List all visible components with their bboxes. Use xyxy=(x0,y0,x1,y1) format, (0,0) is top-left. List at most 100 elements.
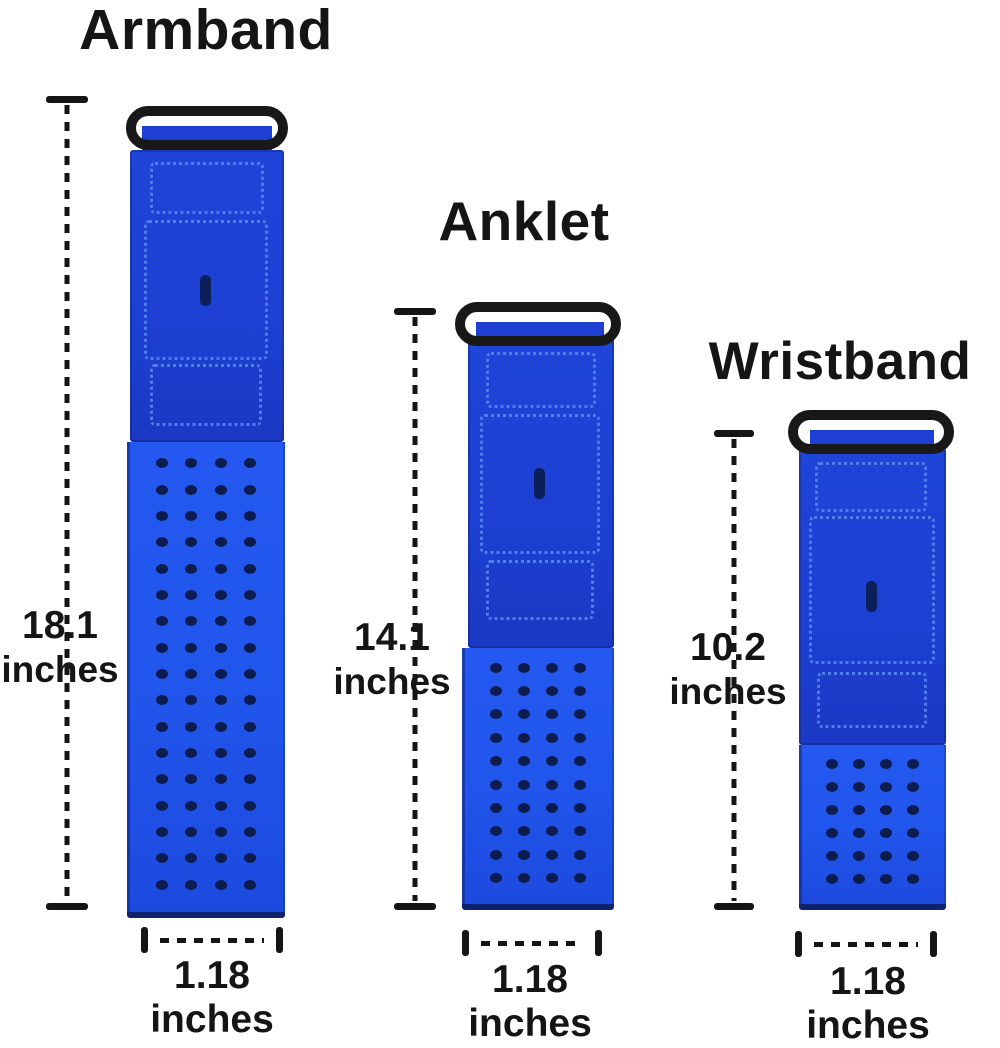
perforation-hole xyxy=(244,537,257,548)
perforation-hole xyxy=(244,827,257,838)
stitch-patch-main xyxy=(809,516,935,664)
perforation-hole xyxy=(155,721,168,732)
perforation-hole xyxy=(185,695,198,706)
perforation-hole xyxy=(214,458,227,469)
perforation-hole xyxy=(185,774,198,785)
perforation-hole xyxy=(574,686,586,697)
perforation-hole xyxy=(244,695,257,706)
perforation-hole xyxy=(853,827,866,838)
stitch-patch-bottom xyxy=(817,672,927,728)
stitch-patch-top xyxy=(815,462,927,512)
perforation-hole xyxy=(518,779,530,790)
perforation-hole xyxy=(185,748,198,759)
perforation-hole xyxy=(574,756,586,767)
length-value: 14.1 xyxy=(354,616,430,659)
length-unit: inches xyxy=(669,670,787,712)
perforation-hole xyxy=(214,484,227,495)
perforation-hole xyxy=(853,805,866,816)
perforation-hole xyxy=(155,827,168,838)
buckle-slot xyxy=(866,581,877,612)
perforation-hole xyxy=(518,803,530,814)
buckle-ring-icon xyxy=(126,106,288,150)
perforation-hole xyxy=(879,759,892,770)
perforation-hole xyxy=(155,589,168,600)
product-dimension-diagram: Armband 18.1 inches xyxy=(0,1,971,1047)
perforation-hole xyxy=(244,484,257,495)
perforation-hole xyxy=(244,616,257,627)
wristband-width-measure xyxy=(795,931,937,957)
perforation-hole xyxy=(185,563,198,574)
perforation-hole xyxy=(155,510,168,521)
measure-left-cap xyxy=(462,930,469,956)
perforation-hole xyxy=(546,756,558,767)
perforation-hole xyxy=(906,805,919,816)
strap-perforated-section xyxy=(462,648,614,910)
perforation-hole xyxy=(853,759,866,770)
perforation-hole xyxy=(244,510,257,521)
perforation-hole xyxy=(490,662,502,673)
perforation-hole xyxy=(574,732,586,743)
perforation-hole xyxy=(518,826,530,837)
perforation-hole xyxy=(185,800,198,811)
perforation-hole xyxy=(574,849,586,860)
perforation-hole xyxy=(518,709,530,720)
perforation-hole xyxy=(185,827,198,838)
stitch-patch-main xyxy=(480,414,600,554)
perforation-hole xyxy=(546,826,558,837)
measure-top-cap xyxy=(714,430,754,437)
perforation-hole xyxy=(546,803,558,814)
perforation-hole xyxy=(490,756,502,767)
perforation-hole xyxy=(214,668,227,679)
perforation-hole xyxy=(518,732,530,743)
measure-bottom-cap xyxy=(394,903,436,910)
perforation-hole xyxy=(185,589,198,600)
perforation-hole xyxy=(214,616,227,627)
perforation-hole xyxy=(155,458,168,469)
perforation-hole xyxy=(879,827,892,838)
perforation-hole xyxy=(244,748,257,759)
strap-perforated-section xyxy=(127,442,285,918)
perforation-hole xyxy=(185,458,198,469)
length-value: 18.1 xyxy=(22,604,98,647)
perforation-hole xyxy=(826,850,839,861)
buckle-slot xyxy=(200,275,211,306)
perforation-hole xyxy=(518,756,530,767)
measure-vertical-dashed-line xyxy=(64,105,70,901)
perforation-hole xyxy=(155,642,168,653)
perforation-hole xyxy=(853,873,866,884)
perforation-hole xyxy=(490,826,502,837)
perforation-hole xyxy=(574,826,586,837)
perforation-hole xyxy=(155,616,168,627)
perforation-hole xyxy=(853,782,866,793)
strap-velcro-section xyxy=(799,448,946,745)
perforation-hole xyxy=(490,873,502,884)
perforation-hole xyxy=(244,800,257,811)
perforation-hole xyxy=(185,721,198,732)
armband-length-label: 18.1 inches xyxy=(0,604,120,691)
perforation-hole xyxy=(244,589,257,600)
perforation-hole xyxy=(879,805,892,816)
stitch-patch-bottom xyxy=(150,364,262,426)
perforation-hole xyxy=(155,879,168,890)
perforation-hole xyxy=(906,827,919,838)
perforation-hole xyxy=(490,686,502,697)
perforation-hole xyxy=(574,662,586,673)
perforation-hole xyxy=(185,668,198,679)
wristband-length-measure xyxy=(714,430,754,910)
measure-left-cap xyxy=(141,927,148,953)
perforation-hole xyxy=(546,873,558,884)
perforation-hole xyxy=(155,484,168,495)
perforation-hole xyxy=(879,782,892,793)
perforation-hole xyxy=(155,853,168,864)
armband-length-measure xyxy=(46,96,88,910)
perforation-hole xyxy=(214,827,227,838)
perforation-hole xyxy=(853,850,866,861)
perforation-hole xyxy=(155,774,168,785)
measure-top-cap xyxy=(394,308,436,315)
perforation-hole xyxy=(826,759,839,770)
perforation-hole xyxy=(214,721,227,732)
perforation-hole xyxy=(155,695,168,706)
anklet-length-label: 14.1 inches xyxy=(330,616,454,703)
perforation-hole xyxy=(574,779,586,790)
perforation-hole xyxy=(244,642,257,653)
